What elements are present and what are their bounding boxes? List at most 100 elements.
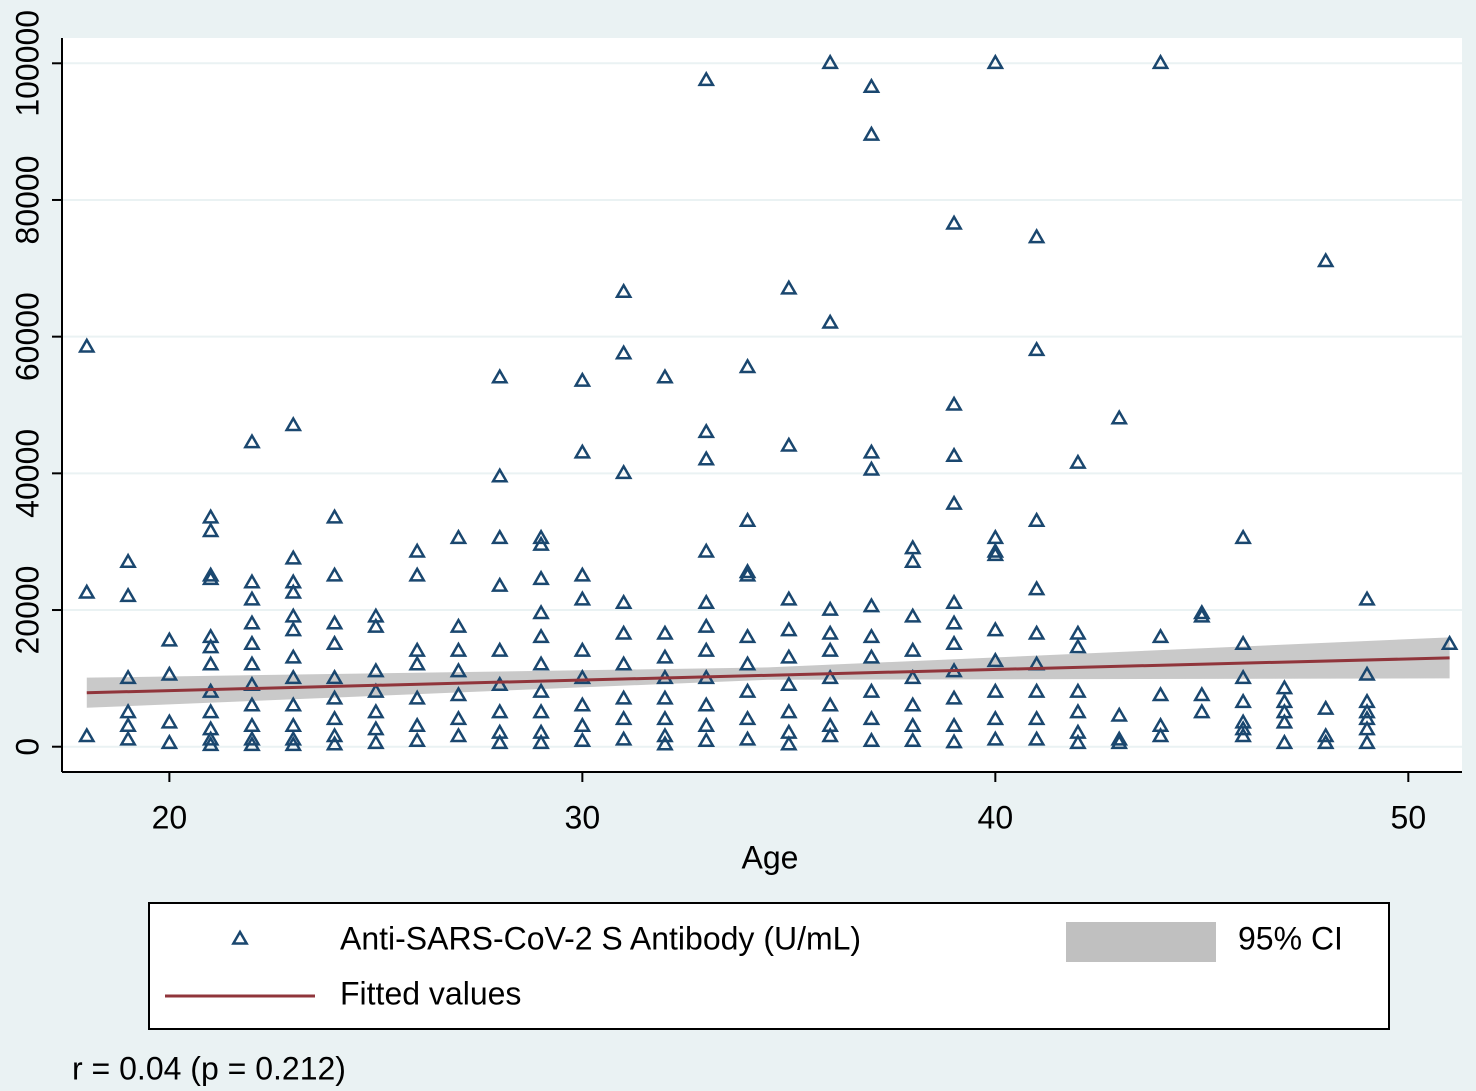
point: [903, 641, 922, 657]
point: [903, 731, 922, 748]
point: [1193, 603, 1211, 620]
point: [738, 357, 757, 374]
point: [986, 682, 1005, 698]
point: [367, 662, 385, 678]
ci-band: [86, 637, 1450, 708]
point: [201, 703, 220, 719]
point: [573, 716, 592, 733]
point: [284, 415, 303, 432]
point: [697, 617, 716, 633]
point: [1234, 528, 1252, 545]
point: [449, 662, 468, 678]
annotation: r = 0.04 (p = 0.212): [72, 1050, 346, 1086]
point: [243, 655, 261, 671]
point: [903, 607, 922, 623]
point: [284, 735, 303, 752]
point: [201, 735, 220, 752]
point: [821, 600, 839, 616]
point: [780, 675, 798, 692]
point: [945, 494, 963, 510]
y-tick-label: 0: [9, 738, 45, 756]
point: [821, 668, 839, 685]
point: [1316, 699, 1335, 715]
point: [697, 70, 716, 87]
point: [1027, 228, 1046, 244]
point: [821, 313, 839, 329]
point: [573, 668, 592, 685]
point: [201, 638, 220, 654]
point: [738, 627, 757, 644]
point: [1275, 733, 1294, 750]
point: [1234, 668, 1252, 685]
point: [201, 655, 220, 671]
point: [780, 735, 798, 751]
point: [367, 682, 385, 698]
point: [862, 597, 881, 613]
point: [1027, 709, 1046, 726]
point: [821, 53, 839, 70]
point: [325, 634, 344, 650]
point: [408, 716, 426, 733]
point: [945, 593, 963, 609]
point: [408, 731, 426, 748]
point: [614, 689, 633, 705]
point: [614, 463, 633, 480]
point: [986, 542, 1005, 558]
point: [490, 733, 509, 750]
point: [821, 696, 839, 712]
point: [738, 562, 757, 579]
point: [325, 709, 344, 726]
point: [656, 624, 674, 640]
point: [738, 730, 757, 746]
point: [119, 730, 137, 746]
point: [614, 655, 633, 671]
point: [201, 566, 220, 582]
point: [945, 733, 963, 749]
point: [1234, 720, 1252, 736]
point: [160, 733, 179, 750]
point: [614, 593, 633, 609]
point: [1069, 682, 1087, 698]
point: [284, 696, 303, 712]
point: [986, 545, 1005, 562]
point: [614, 709, 633, 726]
legend-label: Anti-SARS-CoV-2 S Antibody (U/mL): [340, 920, 861, 956]
point: [1027, 730, 1046, 746]
point: [945, 634, 963, 650]
point: [532, 655, 550, 671]
point: [1069, 638, 1087, 654]
point: [986, 651, 1005, 668]
point: [903, 716, 922, 733]
point: [284, 730, 303, 746]
point: [1069, 703, 1087, 719]
plot: [62, 53, 1462, 752]
fitted-line: [86, 656, 1450, 695]
point: [201, 730, 220, 746]
point: [1234, 692, 1252, 709]
point: [532, 703, 550, 719]
point: [408, 566, 426, 582]
point: [697, 731, 716, 748]
point: [119, 552, 137, 568]
point: [243, 573, 261, 589]
point: [986, 53, 1005, 70]
point: [449, 641, 468, 657]
point: [243, 634, 261, 650]
y-tick-label: 40000: [9, 429, 45, 518]
point: [903, 696, 922, 712]
point: [1151, 627, 1170, 644]
legend-label: Fitted values: [340, 975, 521, 1011]
point: [490, 675, 509, 692]
point: [77, 583, 96, 599]
point: [738, 655, 757, 671]
point: [1316, 733, 1335, 750]
point: [1110, 730, 1129, 746]
point: [614, 624, 633, 640]
point: [697, 422, 716, 439]
point: [780, 621, 798, 637]
point: [1358, 703, 1376, 719]
point: [1234, 726, 1252, 743]
point: [243, 614, 261, 630]
point: [697, 716, 716, 733]
